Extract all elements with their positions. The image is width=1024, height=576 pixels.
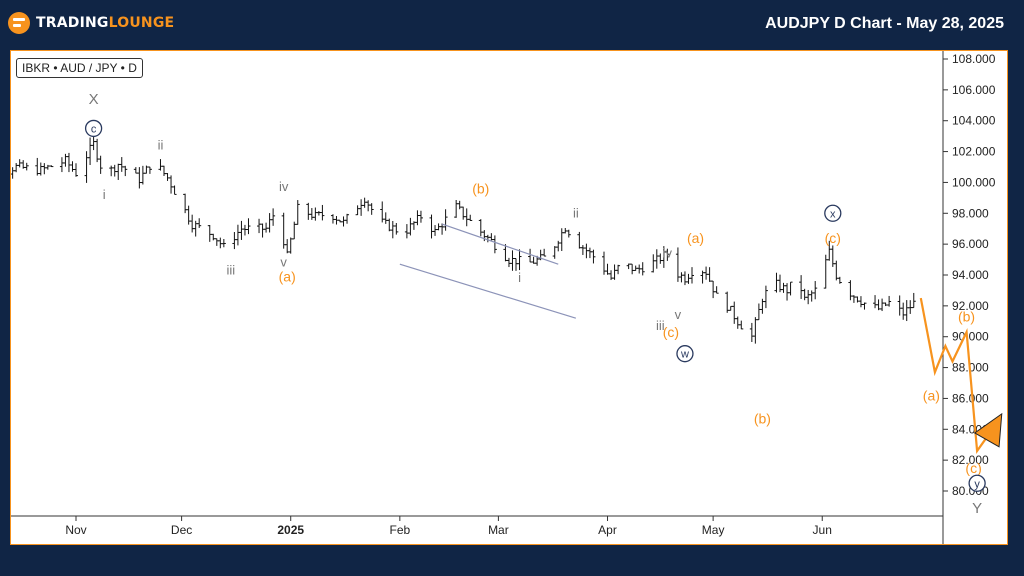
wave-label-circle <box>824 204 842 222</box>
price-tick-label: 96.000 <box>952 237 989 251</box>
header-bar: TRADINGLOUNGE AUDJPY D Chart - May 28, 2… <box>0 0 1024 48</box>
wave-label-circle <box>84 119 103 138</box>
time-tick-label: Feb <box>389 523 410 537</box>
time-tick-label: Jun <box>813 523 832 537</box>
price-tick-label: 92.000 <box>952 299 989 313</box>
trend-channel-line-1 <box>441 223 559 265</box>
logo-text: TRADINGLOUNGE <box>36 15 175 31</box>
wave-label-circle <box>676 345 694 363</box>
wave-label: (a) <box>687 230 704 246</box>
wave-label: ii <box>573 205 579 220</box>
price-tick-label: 104.000 <box>952 114 996 128</box>
price-chart[interactable]: 108.000 106.000 104.000 102.000 100.000 98.00… <box>11 51 1008 545</box>
projection-arrow-icon <box>973 412 1003 448</box>
logo-mark-icon <box>8 12 30 34</box>
price-tick-label: 102.000 <box>952 145 996 159</box>
wave-label: v <box>675 307 682 322</box>
wave-label: X <box>89 91 99 108</box>
price-tick-label: 86.000 <box>952 391 989 405</box>
wave-label: Y <box>972 500 982 517</box>
wave-label: (c) <box>663 324 679 340</box>
wave-label: y <box>974 478 980 490</box>
wave-label: c <box>91 123 97 135</box>
wave-label: (b) <box>958 309 975 325</box>
wave-label: iv <box>279 179 289 194</box>
wave-label: (c) <box>825 230 841 246</box>
chart-panel: 108.000 106.000 104.000 102.000 100.000 98.00… <box>10 50 1008 545</box>
wave-label: i <box>518 270 521 285</box>
time-tick-label: Mar <box>488 523 509 537</box>
wave-label: i <box>103 187 106 202</box>
price-tick-label: 94.000 <box>952 268 989 282</box>
price-tick-label: 98.000 <box>952 206 989 220</box>
wave-label: ii <box>158 137 164 152</box>
time-tick-label: May <box>702 523 725 537</box>
wave-label: iii <box>656 318 665 333</box>
trend-channel-line-2 <box>399 263 577 319</box>
price-tick-label: 90.000 <box>952 330 989 344</box>
wave-label: w <box>680 349 689 361</box>
price-tick-label: 106.000 <box>952 83 996 97</box>
projection-path <box>919 297 996 454</box>
wave-label: (a) <box>279 269 296 285</box>
time-tick-label: 2025 <box>277 523 304 537</box>
wave-label-circle <box>968 474 986 492</box>
chart-title: AUDJPY D Chart - May 28, 2025 <box>765 15 1004 32</box>
tradinglounge-logo: TRADINGLOUNGE <box>8 12 174 34</box>
wave-label: (b) <box>472 181 489 197</box>
time-tick-label: Dec <box>171 523 192 537</box>
wave-label: (a) <box>923 387 940 403</box>
time-tick-label: Nov <box>65 523 86 537</box>
symbol-box[interactable]: IBKR • AUD / JPY • D <box>16 58 143 78</box>
wave-label: v <box>280 255 287 270</box>
wave-label: x <box>830 208 836 220</box>
wave-label: iii <box>227 262 236 277</box>
wave-label: (b) <box>754 410 771 426</box>
price-tick-label: 82.000 <box>952 453 989 467</box>
time-tick-label: Apr <box>598 523 617 537</box>
wave-label: (c) <box>965 460 981 476</box>
price-tick-label: 108.000 <box>952 52 996 66</box>
wave-label: iv <box>663 245 673 260</box>
price-tick-label: 100.000 <box>952 175 996 189</box>
